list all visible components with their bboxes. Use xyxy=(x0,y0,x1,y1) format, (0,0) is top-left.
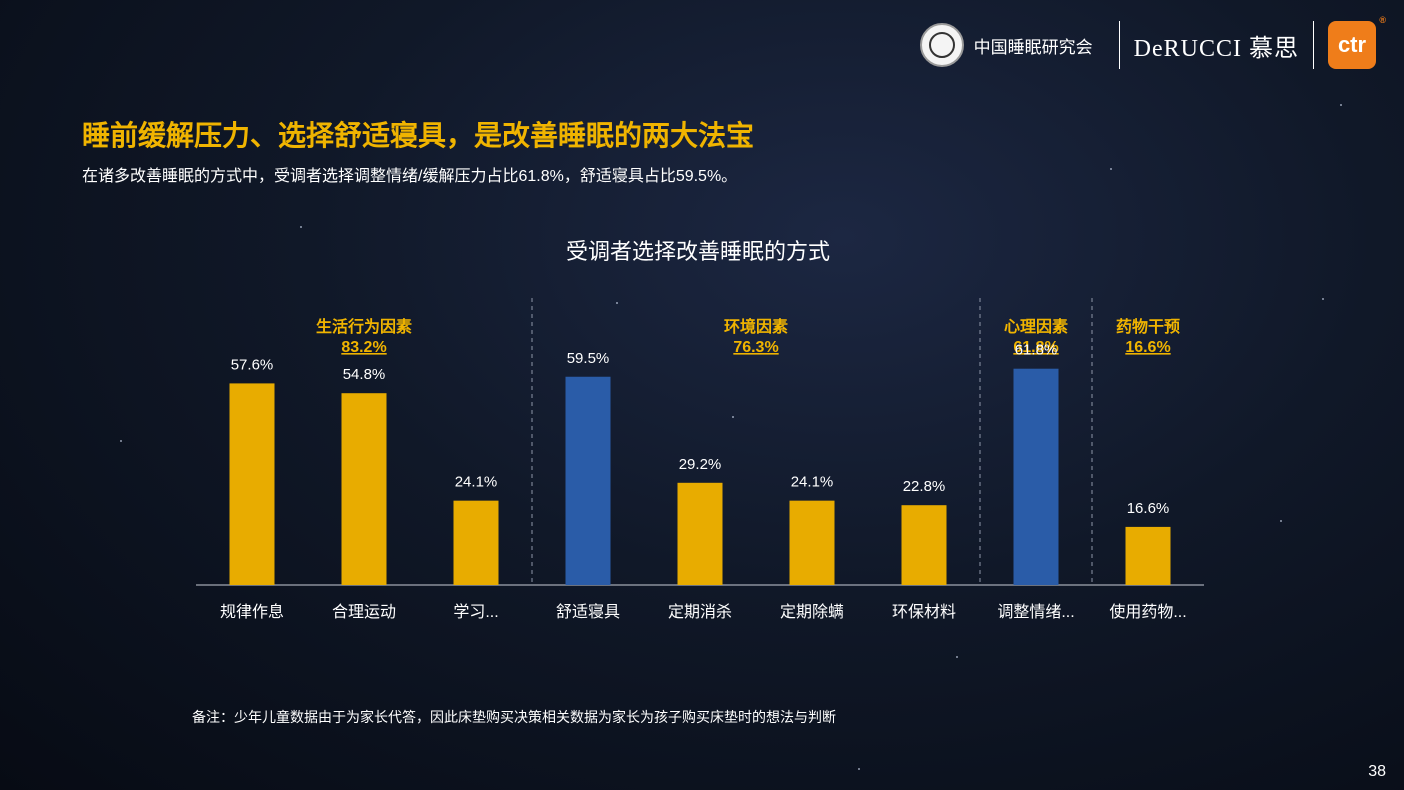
sleep-research-seal-icon xyxy=(919,23,964,67)
data-label: 54.8% xyxy=(343,366,386,383)
bar xyxy=(1125,526,1171,585)
bar xyxy=(1013,368,1059,585)
brand-header: 中国睡眠研究会 DeRUCCI 慕思 ctr ® xyxy=(919,15,1386,70)
bar xyxy=(229,383,275,585)
group-label: 生活行为因素 xyxy=(316,317,412,336)
category-label: 舒适寝具 xyxy=(556,602,620,621)
group-total: 16.6% xyxy=(1125,339,1170,356)
data-label: 29.2% xyxy=(679,456,722,473)
group-label: 心理因素 xyxy=(1004,317,1068,336)
derucci-logo: DeRUCCI 慕思 xyxy=(1133,35,1299,62)
data-label: 24.1% xyxy=(791,474,834,491)
category-label: 环保材料 xyxy=(892,603,956,621)
bar xyxy=(453,500,499,585)
group-total: 61.8% xyxy=(1013,339,1058,356)
header-divider-2 xyxy=(1313,21,1314,69)
data-label: 22.8% xyxy=(903,478,946,495)
data-label: 61.8% xyxy=(1015,342,1058,359)
category-label: 调整情绪... xyxy=(997,603,1074,621)
category-label: 学习... xyxy=(453,603,498,621)
page-title: 睡前缓解压力、选择舒适寝具，是改善睡眠的两大法宝 xyxy=(82,120,755,151)
chart-title: 受调者选择改善睡眠的方式 xyxy=(565,239,830,264)
category-label: 定期消杀 xyxy=(668,603,732,621)
page-number: 38 xyxy=(1368,763,1386,780)
group-total: 76.3% xyxy=(733,339,778,356)
group-total: 83.2% xyxy=(341,339,386,356)
ctr-reg-mark: ® xyxy=(1379,15,1386,25)
data-label: 59.5% xyxy=(567,350,610,367)
bar xyxy=(341,393,387,585)
data-label: 24.1% xyxy=(455,474,498,491)
footnote: 备注：少年儿童数据由于为家长代答，因此床垫购买决策相关数据为家长为孩子购买床垫时… xyxy=(192,709,836,725)
org-name: 中国睡眠研究会 xyxy=(973,37,1093,57)
category-label: 合理运动 xyxy=(332,603,396,621)
page-subtitle: 在诸多改善睡眠的方式中，受调者选择调整情绪/缓解压力占比61.8%，舒适寝具占比… xyxy=(82,168,738,185)
bar xyxy=(789,500,835,585)
group-label: 药物干预 xyxy=(1116,317,1180,336)
category-label: 使用药物... xyxy=(1109,603,1186,621)
data-label: 16.6% xyxy=(1127,500,1170,517)
bar xyxy=(677,482,723,585)
group-label: 环境因素 xyxy=(724,317,788,336)
ctr-logo-text: ctr xyxy=(1337,32,1367,57)
category-label: 规律作息 xyxy=(220,603,284,621)
bar xyxy=(565,376,611,585)
ctr-logo-icon: ctr ® xyxy=(1328,15,1386,69)
data-label: 57.6% xyxy=(231,356,274,373)
category-label: 定期除螨 xyxy=(780,603,844,621)
header-divider xyxy=(1118,21,1120,69)
bar xyxy=(901,505,947,585)
